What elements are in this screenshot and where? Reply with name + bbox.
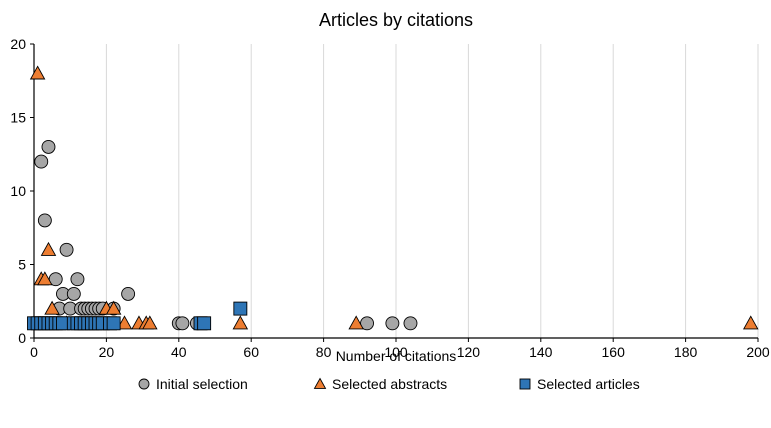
x-tick-label: 0 xyxy=(30,344,38,360)
legend-marker-square xyxy=(519,378,531,390)
data-point-square xyxy=(106,316,121,331)
series-triangle xyxy=(29,65,759,330)
data-point-circle xyxy=(121,286,136,301)
series-square xyxy=(27,301,248,331)
x-tick-label: 120 xyxy=(457,344,481,360)
data-point-triangle xyxy=(105,300,122,315)
data-point-triangle xyxy=(232,315,249,330)
legend: Initial selection Selected abstracts Selec… xyxy=(138,376,640,392)
x-tick-label: 200 xyxy=(746,344,770,360)
series-circle xyxy=(34,139,418,331)
data-point-triangle xyxy=(742,315,759,330)
x-tick-label: 60 xyxy=(243,344,259,360)
legend-marker-circle xyxy=(138,378,150,390)
data-points xyxy=(27,65,759,331)
y-tick-label: 0 xyxy=(18,330,26,346)
data-point-triangle xyxy=(348,315,364,330)
grid-lines xyxy=(105,44,759,338)
y-tick-label: 10 xyxy=(10,183,26,199)
data-point-circle xyxy=(385,316,400,331)
x-axis-label: Number of citations xyxy=(336,348,457,364)
data-point-square xyxy=(197,316,212,331)
x-tick-label: 20 xyxy=(99,344,115,360)
data-point-circle xyxy=(403,316,418,331)
data-point-triangle xyxy=(37,271,53,286)
data-point-circle xyxy=(37,213,52,228)
data-point-square xyxy=(233,301,248,316)
data-point-triangle xyxy=(142,315,158,330)
y-tick-label: 15 xyxy=(10,110,26,126)
x-tick-label: 140 xyxy=(529,344,553,360)
legend-marker-triangle xyxy=(313,377,327,389)
x-tick-label: 80 xyxy=(316,344,332,360)
chart-title: Articles by citations xyxy=(319,10,473,30)
legend-item: Initial selection xyxy=(138,376,248,392)
x-tick-label: 160 xyxy=(602,344,626,360)
y-tick-label: 20 xyxy=(10,36,26,52)
legend-label: Selected articles xyxy=(537,376,640,392)
data-point-circle xyxy=(41,139,56,154)
axes xyxy=(30,43,759,342)
data-point-triangle xyxy=(44,300,60,315)
legend-item: Selected articles xyxy=(519,376,640,392)
x-tick-label: 180 xyxy=(674,344,698,360)
x-tick-label: 100 xyxy=(384,344,408,360)
data-point-circle xyxy=(66,286,81,301)
y-tick-label: 5 xyxy=(18,257,26,273)
data-point-circle xyxy=(34,154,49,169)
x-tick-label: 40 xyxy=(171,344,187,360)
legend-label: Initial selection xyxy=(156,376,248,392)
data-point-circle xyxy=(59,242,74,257)
data-point-circle xyxy=(175,316,190,331)
legend-label: Selected abstracts xyxy=(332,376,447,392)
legend-item: Selected abstracts xyxy=(313,376,447,392)
data-point-triangle xyxy=(40,241,57,256)
data-point-triangle xyxy=(116,315,133,330)
data-point-circle xyxy=(70,272,85,287)
data-point-triangle xyxy=(29,65,46,80)
